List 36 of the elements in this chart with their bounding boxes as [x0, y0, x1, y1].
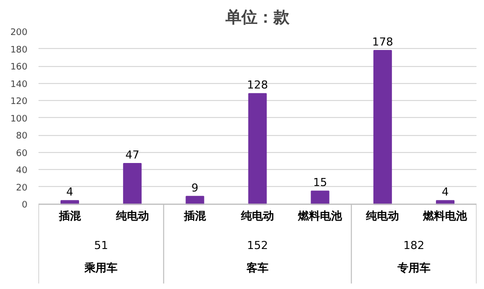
text: 51 — [94, 239, 108, 252]
text: 乘用车 — [84, 261, 118, 274]
data-label: 178 — [372, 35, 394, 48]
text: 专用车 — [396, 261, 430, 274]
x-tick-label: 纯电动 — [365, 210, 400, 223]
x-tick-label: 纯电动 — [240, 210, 274, 223]
y-tick-label: 100 — [10, 114, 28, 124]
x-tick-label: 插混 — [182, 210, 207, 223]
y-tick-label: 80 — [16, 132, 28, 142]
data-label: 128 — [247, 78, 268, 92]
y-tick-label: 40 — [16, 166, 28, 176]
y-tick-label: 120 — [10, 97, 28, 108]
y-tick-label: 60 — [16, 148, 28, 159]
x-tick-label: 燃料电池 — [422, 210, 468, 223]
text: 182 — [403, 239, 424, 252]
y-tick-label: 200 — [10, 28, 28, 38]
y-tick-label: 160 — [10, 62, 28, 73]
x-tick-label: 纯电动 — [114, 210, 149, 223]
y-tick-label: 0 — [22, 200, 28, 211]
bar — [373, 50, 392, 205]
bar — [310, 190, 330, 205]
data-label: 9 — [191, 181, 198, 194]
y-tick-label: 180 — [10, 45, 28, 56]
y-tick-label: 20 — [16, 183, 28, 194]
data-label: 4 — [442, 186, 449, 199]
bar — [248, 93, 267, 205]
chart-title: 单位：款 — [224, 8, 290, 26]
data-label: 15 — [313, 176, 328, 190]
text: 客车 — [246, 261, 268, 274]
x-tick-label: 插混 — [58, 210, 82, 223]
y-tick-label: 140 — [10, 80, 28, 90]
bar — [123, 163, 142, 205]
data-label: 4 — [66, 186, 74, 199]
x-tick-label: 燃料电池 — [297, 210, 344, 223]
data-label: 47 — [125, 148, 140, 162]
text: 152 — [247, 239, 268, 252]
